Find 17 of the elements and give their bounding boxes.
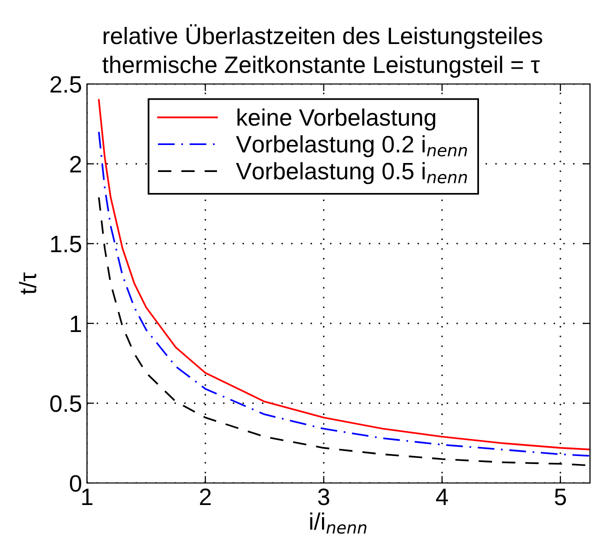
x-axis-title: i/i$_{nenn}$ <box>310 512 366 534</box>
x-tick-label: 5 <box>554 488 566 506</box>
legend-label: Vorbelastung 0.2 i$_{nenn}$ <box>236 135 467 158</box>
y-axis-title: t/τ <box>18 272 36 294</box>
y-tick-label: 2 <box>70 156 81 172</box>
x-tick-label: 3 <box>318 488 330 506</box>
y-tick-label: 0.5 <box>50 395 82 412</box>
legend-label: Vorbelastung 0.5 i$_{nenn}$ <box>236 162 467 184</box>
x-tick-label: 1 <box>82 488 92 505</box>
legend-label: keine Vorbelastung <box>237 108 436 131</box>
y-tick-label: 0 <box>70 475 82 492</box>
x-tick-label: 4 <box>436 488 448 505</box>
chart-title: relative Überlastzeiten des Leistungsteiles thermische Zeitkonstante Leistungsteil = τ <box>102 24 542 78</box>
x-tick-label: 2 <box>200 488 211 505</box>
y-tick-label: 2.5 <box>50 76 82 93</box>
y-tick-label: 1 <box>70 316 81 332</box>
y-tick-label: 1.5 <box>51 236 82 252</box>
